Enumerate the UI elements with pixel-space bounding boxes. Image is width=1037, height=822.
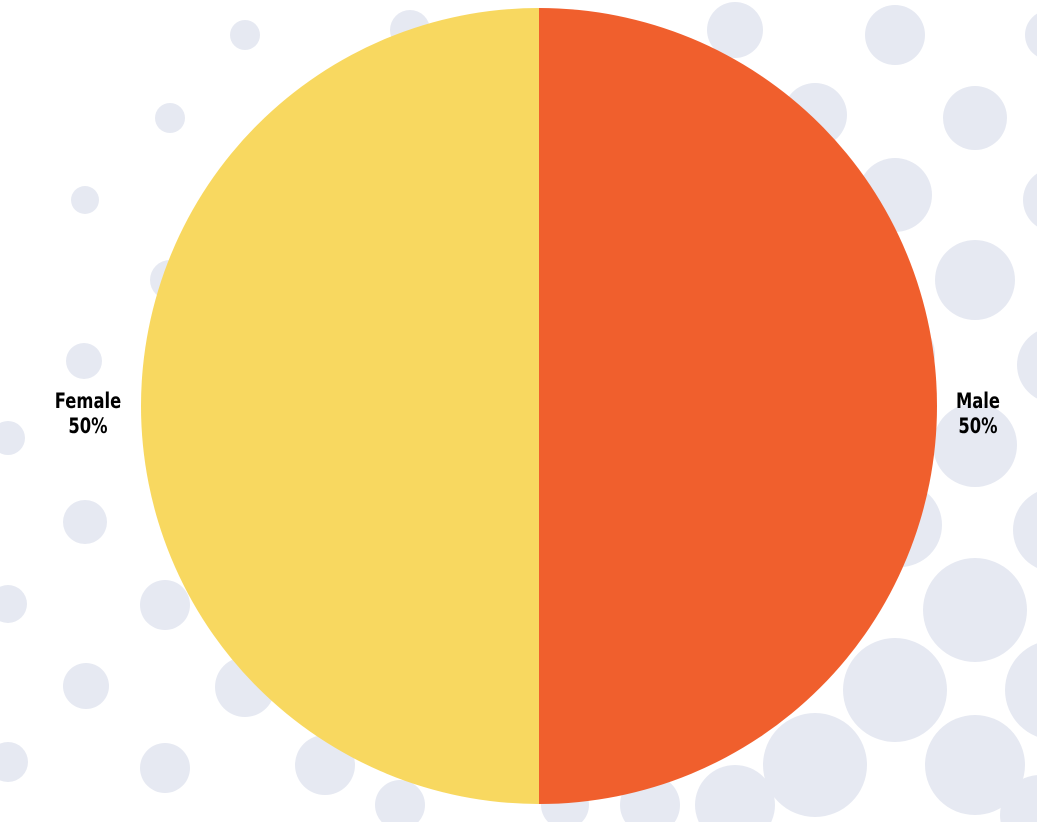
background-dot — [763, 713, 867, 817]
background-dot — [943, 86, 1007, 150]
pie-slice-female — [141, 8, 539, 804]
background-dot — [935, 240, 1015, 320]
background-dot — [63, 663, 109, 709]
background-dot — [140, 743, 190, 793]
background-dot — [925, 715, 1025, 815]
background-dot — [0, 585, 27, 623]
background-dot — [155, 103, 185, 133]
male-slice-label: Male 50% — [939, 389, 1017, 439]
pie-slice-male — [539, 8, 937, 804]
background-dot — [0, 421, 25, 455]
background-dot — [230, 20, 260, 50]
background-dot — [66, 343, 102, 379]
female-percent-text: 50% — [68, 414, 108, 438]
background-dot — [1025, 13, 1037, 57]
background-dot — [375, 780, 425, 822]
background-dot — [695, 765, 775, 822]
background-dot — [1023, 173, 1037, 227]
background-dot — [0, 742, 28, 782]
background-dot — [707, 2, 763, 58]
background-dot — [1013, 492, 1037, 568]
background-dot — [140, 580, 190, 630]
background-dot — [865, 5, 925, 65]
female-label-text: Female — [54, 389, 122, 413]
background-dot — [71, 186, 99, 214]
background-dot — [933, 403, 1017, 487]
background-dot — [1005, 643, 1037, 737]
background-dot — [63, 500, 107, 544]
background-dot — [843, 638, 947, 742]
background-dot — [1000, 775, 1037, 822]
background-dot — [1017, 331, 1037, 399]
background-dot — [923, 558, 1027, 662]
female-slice-label: Female 50% — [49, 389, 127, 439]
male-percent-text: 50% — [958, 414, 998, 438]
male-label-text: Male — [955, 389, 1001, 413]
